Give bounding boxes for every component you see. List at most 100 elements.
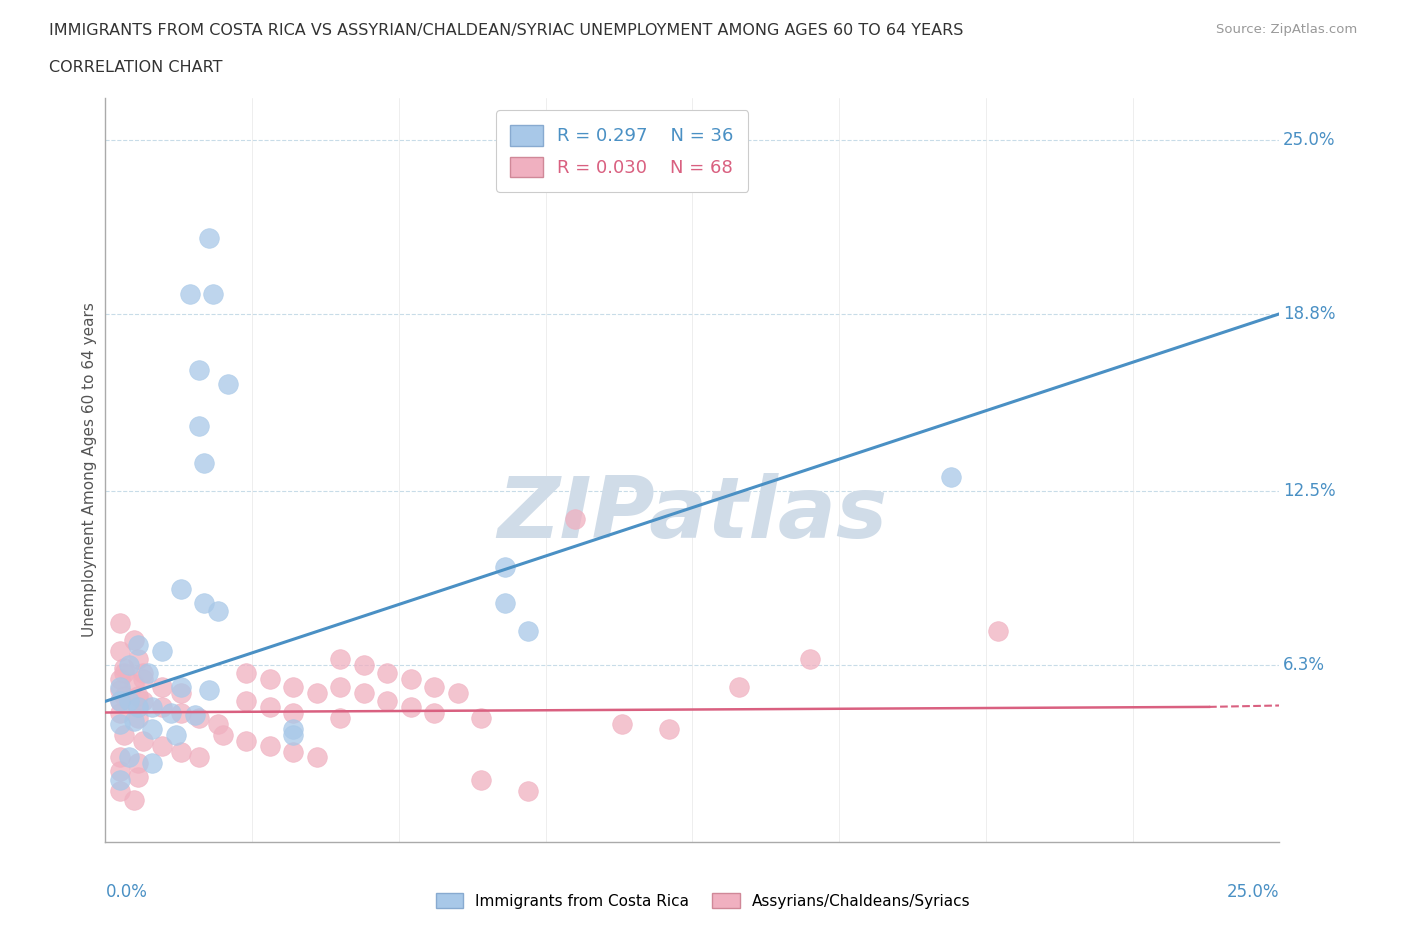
Point bbox=[375, 666, 398, 681]
Point bbox=[211, 727, 233, 742]
Point bbox=[169, 705, 191, 720]
Point bbox=[353, 658, 375, 672]
Point bbox=[399, 671, 422, 686]
Point bbox=[188, 750, 211, 764]
Point bbox=[207, 716, 229, 731]
Point bbox=[188, 363, 211, 378]
Point bbox=[658, 722, 681, 737]
Text: 12.5%: 12.5% bbox=[1284, 482, 1336, 499]
Point bbox=[987, 624, 1010, 639]
Point bbox=[108, 694, 131, 709]
Point bbox=[283, 705, 305, 720]
Point bbox=[447, 685, 470, 700]
Point bbox=[112, 666, 135, 681]
Point bbox=[329, 711, 352, 725]
Point bbox=[169, 744, 191, 759]
Text: 25.0%: 25.0% bbox=[1284, 131, 1336, 149]
Point bbox=[517, 784, 540, 799]
Point bbox=[150, 680, 173, 695]
Point bbox=[108, 784, 131, 799]
Point bbox=[127, 711, 149, 725]
Point bbox=[197, 231, 219, 246]
Point bbox=[118, 750, 141, 764]
Text: 0.0%: 0.0% bbox=[105, 883, 148, 900]
Point bbox=[150, 644, 173, 658]
Text: 25.0%: 25.0% bbox=[1227, 883, 1279, 900]
Point bbox=[150, 699, 173, 714]
Point bbox=[329, 680, 352, 695]
Point bbox=[283, 722, 305, 737]
Point bbox=[112, 688, 135, 703]
Y-axis label: Unemployment Among Ages 60 to 64 years: Unemployment Among Ages 60 to 64 years bbox=[82, 302, 97, 637]
Point bbox=[259, 699, 281, 714]
Point bbox=[108, 716, 131, 731]
Point bbox=[799, 652, 821, 667]
Point bbox=[127, 688, 149, 703]
Point bbox=[132, 666, 155, 681]
Point bbox=[132, 694, 155, 709]
Point bbox=[283, 727, 305, 742]
Point bbox=[188, 711, 211, 725]
Point bbox=[108, 750, 131, 764]
Point bbox=[132, 671, 155, 686]
Point bbox=[108, 644, 131, 658]
Point bbox=[108, 683, 131, 698]
Point bbox=[108, 616, 131, 631]
Point bbox=[183, 708, 205, 723]
Point bbox=[150, 738, 173, 753]
Point bbox=[122, 792, 145, 807]
Point bbox=[259, 671, 281, 686]
Point bbox=[235, 733, 257, 748]
Point bbox=[179, 286, 201, 301]
Point bbox=[305, 685, 328, 700]
Point bbox=[132, 733, 155, 748]
Point bbox=[193, 595, 215, 610]
Point bbox=[169, 680, 191, 695]
Point bbox=[127, 652, 149, 667]
Point bbox=[259, 738, 281, 753]
Point bbox=[112, 727, 135, 742]
Point bbox=[470, 773, 492, 788]
Point bbox=[728, 680, 751, 695]
Point bbox=[160, 705, 183, 720]
Point bbox=[283, 680, 305, 695]
Point bbox=[127, 638, 149, 653]
Point bbox=[108, 705, 131, 720]
Point bbox=[494, 595, 516, 610]
Point bbox=[423, 705, 446, 720]
Point bbox=[375, 694, 398, 709]
Point bbox=[207, 604, 229, 618]
Point bbox=[108, 764, 131, 779]
Point bbox=[108, 671, 131, 686]
Point bbox=[127, 770, 149, 785]
Point bbox=[423, 680, 446, 695]
Point bbox=[122, 632, 145, 647]
Point bbox=[136, 666, 159, 681]
Point bbox=[127, 699, 149, 714]
Point bbox=[399, 699, 422, 714]
Text: ZIPatlas: ZIPatlas bbox=[498, 472, 887, 556]
Point bbox=[235, 694, 257, 709]
Point bbox=[141, 755, 163, 770]
Point bbox=[235, 666, 257, 681]
Point bbox=[127, 699, 149, 714]
Point bbox=[122, 713, 145, 728]
Point bbox=[470, 711, 492, 725]
Point bbox=[141, 699, 163, 714]
Text: 6.3%: 6.3% bbox=[1284, 656, 1324, 673]
Point bbox=[217, 377, 239, 392]
Point bbox=[118, 694, 141, 709]
Point bbox=[939, 470, 962, 485]
Point bbox=[564, 512, 586, 526]
Point bbox=[108, 694, 131, 709]
Point bbox=[494, 559, 516, 574]
Point bbox=[283, 744, 305, 759]
Point bbox=[141, 722, 163, 737]
Point bbox=[197, 683, 219, 698]
Point bbox=[517, 624, 540, 639]
Point bbox=[118, 658, 141, 672]
Point bbox=[122, 677, 145, 692]
Point bbox=[610, 716, 633, 731]
Text: Source: ZipAtlas.com: Source: ZipAtlas.com bbox=[1216, 23, 1357, 36]
Point bbox=[108, 773, 131, 788]
